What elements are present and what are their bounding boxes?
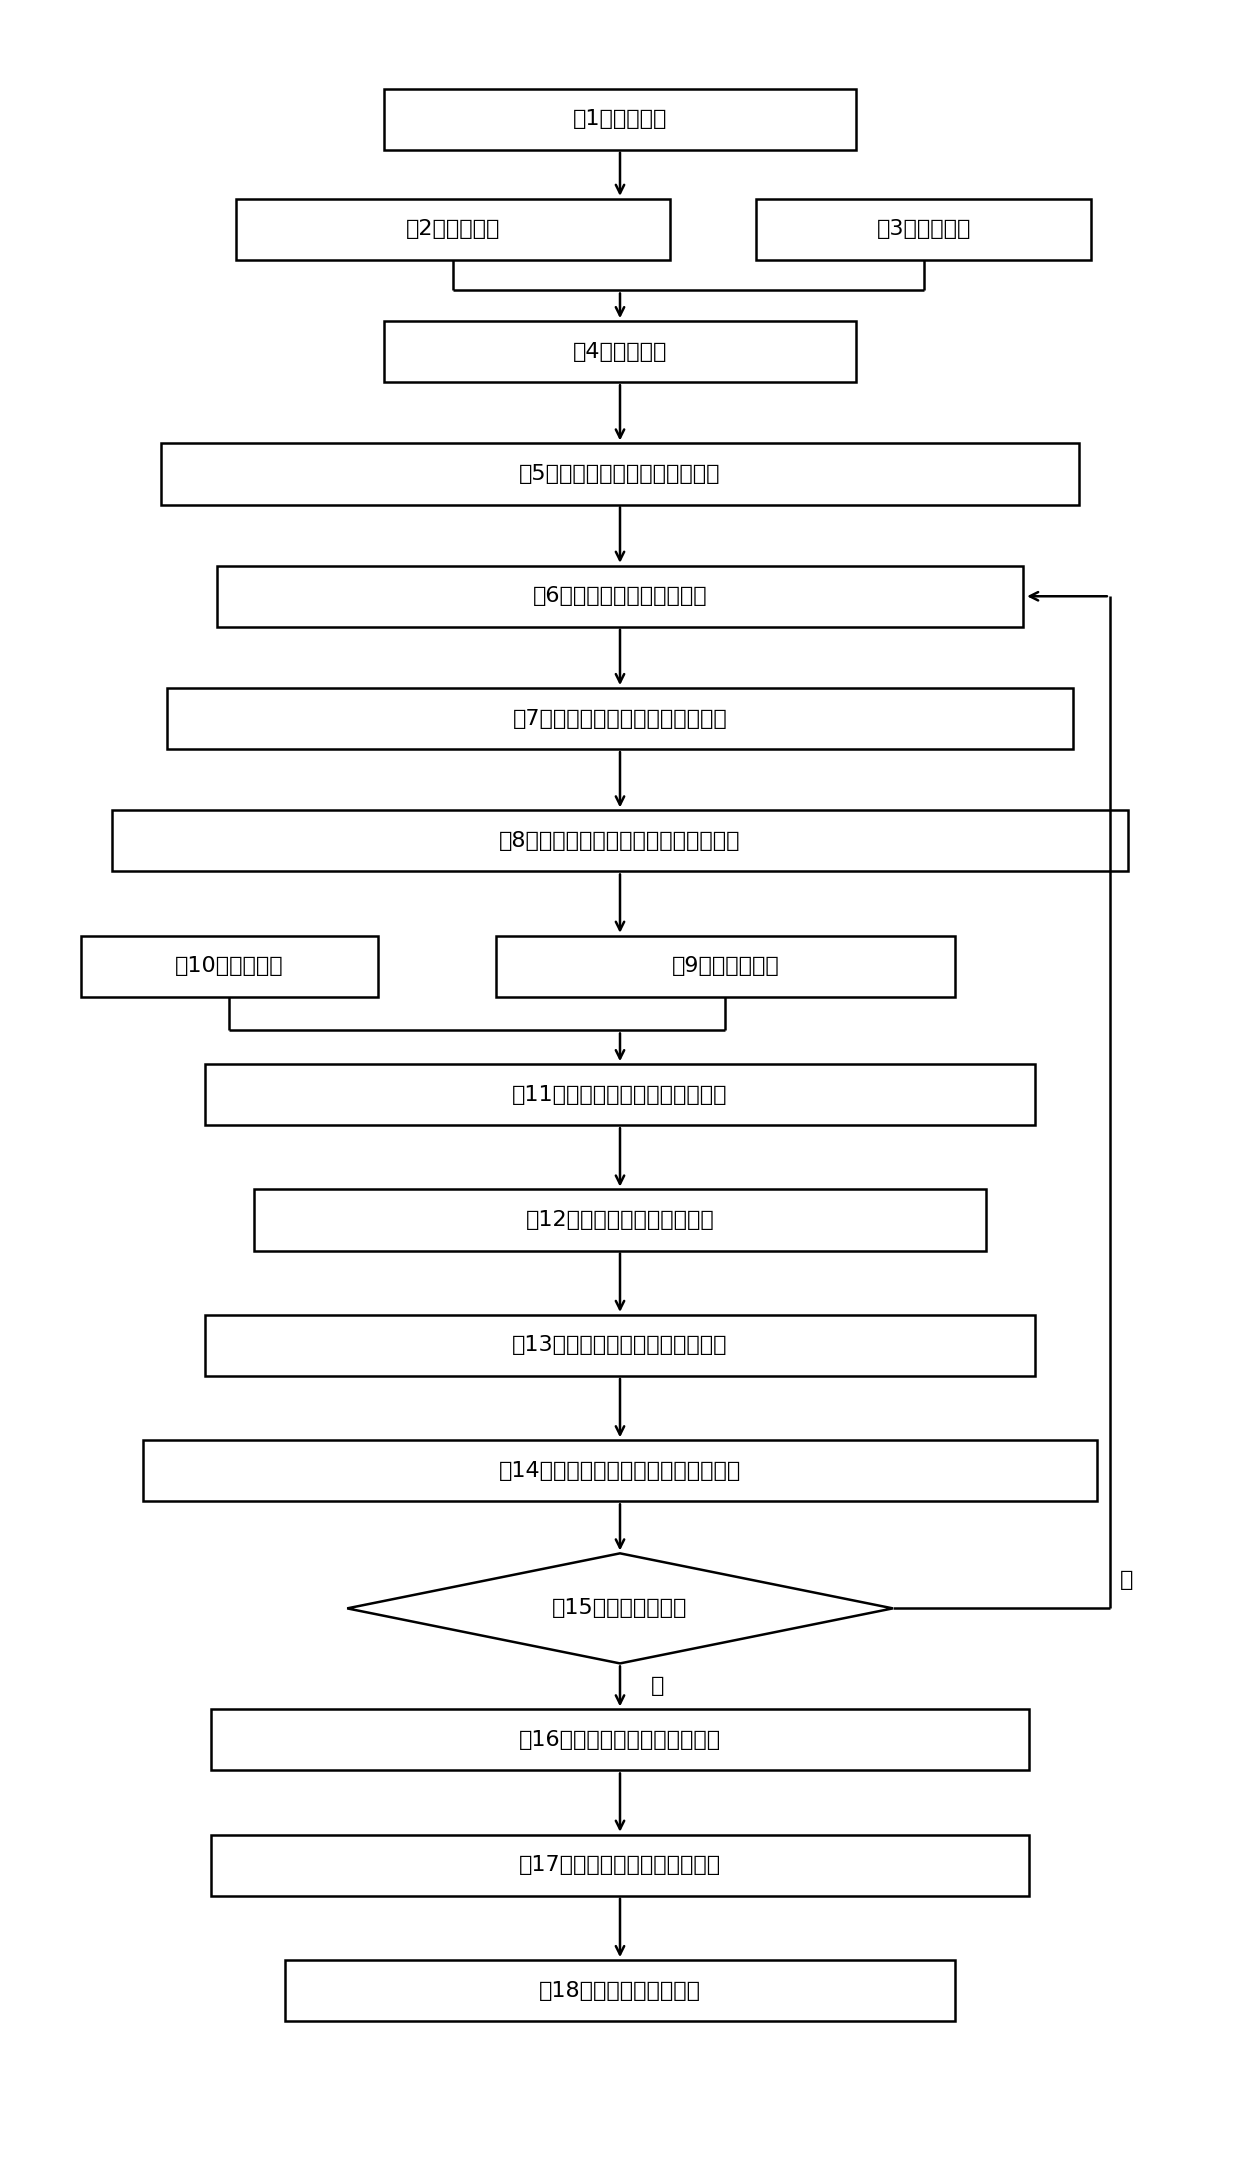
Text: （9）复倒谱转换: （9）复倒谱转换	[672, 955, 779, 977]
Text: 否: 否	[1120, 1570, 1133, 1589]
Text: （16）全区地震子波衰减谱计算: （16）全区地震子波衰减谱计算	[518, 1730, 722, 1750]
Text: （12）上、下时窗地震子波谱: （12）上、下时窗地震子波谱	[526, 1209, 714, 1231]
Text: （13）上、下时窗地震子波衰减谱: （13）上、下时窗地震子波衰减谱	[512, 1335, 728, 1355]
Text: （1）地震数据: （1）地震数据	[573, 109, 667, 130]
FancyBboxPatch shape	[254, 1190, 986, 1250]
FancyBboxPatch shape	[384, 321, 856, 382]
FancyBboxPatch shape	[756, 200, 1091, 261]
Text: （14）对比已知錢井与地震子波衰减谱: （14）对比已知錢井与地震子波衰减谱	[498, 1461, 742, 1481]
Text: （8）上、下时窗地震数据小波变换分频: （8）上、下时窗地震数据小波变换分频	[500, 831, 740, 851]
FancyBboxPatch shape	[384, 89, 856, 150]
FancyBboxPatch shape	[211, 1834, 1029, 1895]
Text: （11）上、下时窗地震子波复倒谱: （11）上、下时窗地震子波复倒谱	[512, 1086, 728, 1105]
FancyBboxPatch shape	[205, 1316, 1035, 1376]
Text: （7）沿目的层顶、底开上、下时窗: （7）沿目的层顶、底开上、下时窗	[512, 708, 728, 729]
FancyBboxPatch shape	[161, 443, 1079, 504]
FancyBboxPatch shape	[81, 936, 378, 996]
FancyBboxPatch shape	[217, 567, 1023, 627]
FancyBboxPatch shape	[285, 1960, 955, 2021]
Text: （17）地震子波衰减谱切片分析: （17）地震子波衰减谱切片分析	[518, 1856, 722, 1876]
FancyBboxPatch shape	[167, 688, 1073, 749]
Text: （10）低通时窗: （10）低通时窗	[175, 955, 284, 977]
Text: （3）测井数据: （3）测井数据	[877, 219, 971, 239]
FancyBboxPatch shape	[496, 936, 955, 996]
FancyBboxPatch shape	[211, 1709, 1029, 1769]
Text: （5）目的层顶、底地震层位追踪: （5）目的层顶、底地震层位追踪	[520, 465, 720, 484]
FancyBboxPatch shape	[143, 1439, 1097, 1502]
FancyBboxPatch shape	[112, 810, 1128, 871]
Text: （18）有利含油气区预测: （18）有利含油气区预测	[539, 1980, 701, 2002]
Text: （2）去噪处理: （2）去噪处理	[405, 219, 500, 239]
FancyBboxPatch shape	[205, 1064, 1035, 1125]
Text: 是: 是	[651, 1676, 665, 1696]
FancyBboxPatch shape	[236, 200, 670, 261]
Text: （6）选择已知井的联井剖面: （6）选择已知井的联井剖面	[533, 586, 707, 606]
Text: （4）合成记录: （4）合成记录	[573, 341, 667, 363]
Polygon shape	[347, 1552, 893, 1663]
Text: （15）选择最优时窗: （15）选择最优时窗	[552, 1598, 688, 1617]
